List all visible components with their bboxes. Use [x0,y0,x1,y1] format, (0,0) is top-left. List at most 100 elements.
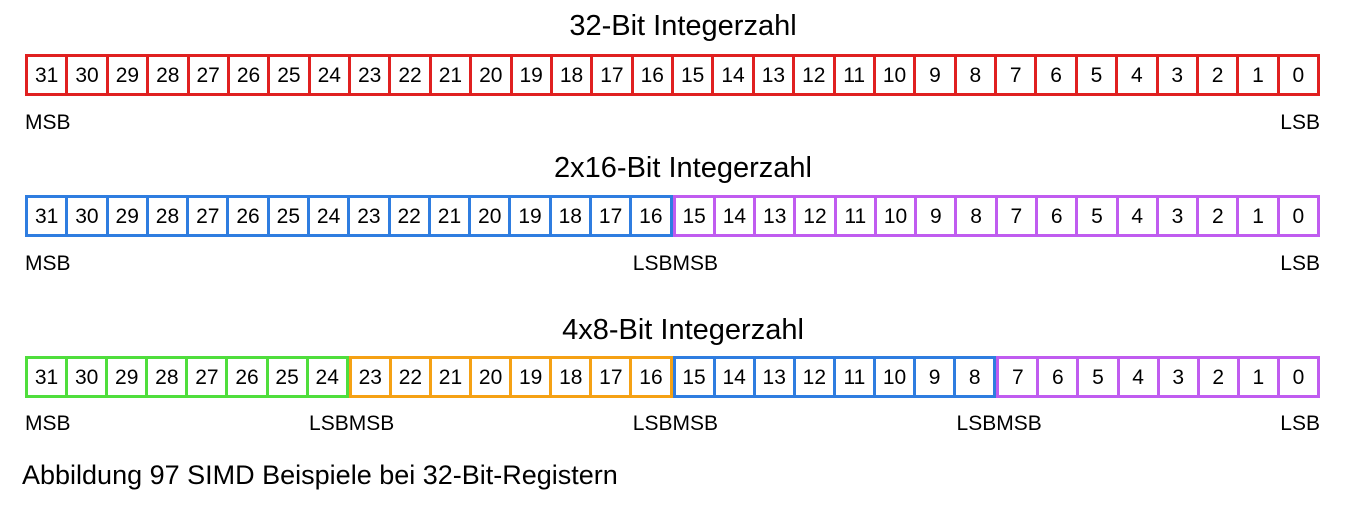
bit-cell: 24 [315,365,339,389]
bit-cell: 22 [392,359,432,395]
bit-group: 15 14 13 12 11 10 9 8 7 6 5 4 3 2 1 0 [672,195,1320,237]
bit-cell: 14 [714,57,755,93]
bit-group: 23 22 21 20 19 18 17 16 [348,356,673,398]
bit-group: 31 30 29 28 27 26 25 24 [25,356,349,398]
bit-cell: 8 [968,365,981,389]
bit-cell: 4 [1120,359,1160,395]
bit-cell: 11 [836,359,876,395]
bit-cell: 0 [1292,365,1305,389]
bit-group: 31 30 29 28 27 26 25 24 23 22 21 20 19 18 17 16 [25,195,673,237]
bit-cell: 26 [228,359,269,395]
msb-label: MSB [348,412,395,435]
bit-cell: 22 [391,57,432,93]
bit-cell: 8 [957,57,997,93]
msb-label: MSB [25,111,71,134]
bit-cell: 11 [837,198,877,234]
bit-cell: 7 [998,198,1039,234]
bit-group: 15 14 13 12 11 10 9 8 [672,356,997,398]
bit-cell: 17 [593,57,634,93]
bit-cell: 20 [472,359,513,395]
lsb-label: LSB [1280,252,1320,275]
bit-cell: 31 [28,198,69,234]
bit-cell: 16 [634,57,674,93]
bit-cell: 1 [1240,359,1280,395]
bit-cell: 5 [1079,359,1120,395]
bit-cell: 20 [471,198,512,234]
bit-cell: 10 [876,57,917,93]
bit-cell: 25 [270,198,310,234]
register: 31 30 29 28 27 26 25 24 23 22 21 20 19 18 17 16 15 14 13 12… [25,54,1320,96]
bit-cell: 14 [716,198,757,234]
figure-caption: Abbildung 97 SIMD Beispiele bei 32-Bit-R… [22,460,618,490]
bit-cell: 2 [1200,359,1240,395]
bit-cell: 2 [1199,198,1240,234]
bit-cell: 18 [553,57,594,93]
msb-label: MSB [996,412,1042,435]
bit-cell: 13 [756,198,797,234]
bit-cell: 23 [351,57,392,93]
bit-cell: 18 [552,198,592,234]
bit-cell: 15 [676,359,716,395]
bit-cell: 10 [876,359,917,395]
bit-cell: 21 [432,57,473,93]
lsb-label: LSB [1280,111,1320,134]
bit-cell: 10 [877,198,918,234]
msb-label: MSB [672,252,719,275]
bit-cell: 14 [716,359,756,395]
bit-cell: 20 [472,57,513,93]
bit-cell: 3 [1160,359,1200,395]
bit-cell: 19 [511,198,552,234]
bit-cell: 17 [592,359,633,395]
bit-cell: 12 [796,198,837,234]
bit-cell: 0 [1292,204,1305,228]
bit-cell: 1 [1239,198,1280,234]
bit-cell: 24 [310,198,351,234]
bit-cell: 12 [796,359,836,395]
bit-cell: 1 [1239,57,1280,93]
bit-cell: 5 [1078,57,1119,93]
bit-cell: 28 [148,359,189,395]
bit-cell: 26 [229,198,270,234]
lsb-label: LSB [1280,412,1320,435]
bit-cell: 28 [149,198,190,234]
bit-cell: 6 [1039,359,1080,395]
bit-cell: 12 [795,57,836,93]
bit-cell: 16 [639,204,663,228]
bit-cell: 9 [917,198,958,234]
section-title: 32-Bit Integerzahl [569,10,797,42]
bit-cell: 18 [552,359,593,395]
bit-group: 31 30 29 28 27 26 25 24 23 22 21 20 19 18 17 16 15 14 13 12… [25,54,1320,96]
bit-cell: 8 [957,198,998,234]
bit-cell: 17 [592,198,633,234]
bit-cell: 21 [431,198,472,234]
register: 31 30 29 28 27 26 25 24 23 22 21 20 19 18 17 16 15 14 13 12… [25,356,1320,398]
bit-cell: 31 [28,57,69,93]
bit-cell: 25 [270,57,311,93]
msb-label: MSB [672,412,719,435]
bit-cell: 30 [68,198,109,234]
bit-cell: 5 [1078,198,1119,234]
lsb-label: LSB [632,252,673,275]
bit-cell: 3 [1159,57,1199,93]
bit-cell: 9 [916,359,957,395]
bit-cell: 4 [1118,57,1159,93]
bit-cell: 26 [230,57,271,93]
section-title: 4x8-Bit Integerzahl [562,314,804,346]
bit-cell: 24 [311,57,351,93]
bit-cell: 25 [269,359,309,395]
lsb-label: LSB [956,412,997,435]
bit-cell: 15 [676,198,716,234]
bit-cell: 11 [836,57,876,93]
bit-cell: 19 [512,359,553,395]
bit-cell: 21 [432,359,473,395]
bit-cell: 27 [188,359,229,395]
bit-cell: 15 [674,57,715,93]
bit-cell: 27 [190,57,230,93]
bit-cell: 27 [189,198,230,234]
bit-cell: 7 [997,57,1038,93]
lsb-label: LSB [632,412,673,435]
register: 31 30 29 28 27 26 25 24 23 22 21 20 19 18 17 16 15 14 13 12… [25,195,1320,237]
bit-cell: 28 [149,57,190,93]
lsb-label: LSB [309,412,349,435]
